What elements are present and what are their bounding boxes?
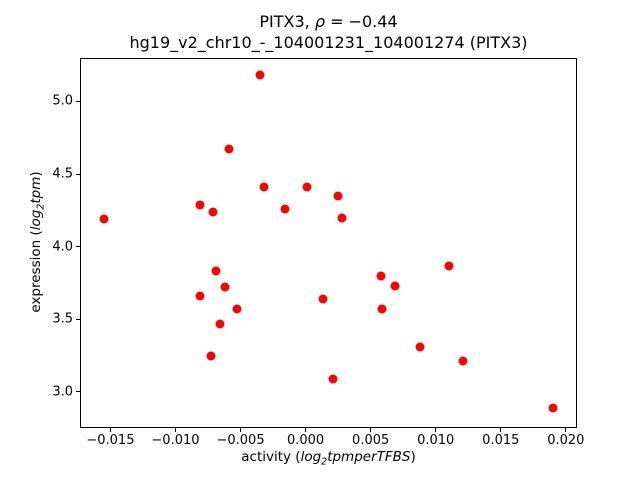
chart-title: PITX3, ρ = −0.44 hg19_v2_chr10_-_1040012… [80,11,577,53]
data-point [548,403,558,413]
y-axis-label: expression (log2tpm) [28,171,47,313]
y-tick-label: 3.0 [52,384,73,400]
data-point [376,271,386,281]
x-tick [435,428,437,432]
data-point [444,261,454,270]
y-tick [76,100,80,102]
data-point [328,374,338,384]
y-axis-label-sub: 2 [35,203,47,210]
x-axis-label-prefix: activity ( [241,449,301,465]
data-point [208,207,218,217]
chart-title-line1: PITX3, ρ = −0.44 [80,11,577,32]
data-point [259,182,269,192]
y-axis-label-prefix: expression ( [28,230,44,313]
data-point [206,351,216,361]
x-tick-label: 0.015 [482,433,520,448]
data-point [390,281,400,291]
y-axis-label-unit: tpm [28,176,44,204]
title-rho-value: = −0.44 [325,12,398,31]
x-tick-label: −0.015 [86,433,135,448]
data-point [232,304,242,314]
x-tick [500,428,502,432]
data-point [220,282,230,292]
x-tick [565,428,567,432]
data-point [415,342,425,352]
x-tick [174,428,176,432]
data-point [99,214,109,224]
data-point [211,266,221,276]
y-tick [76,391,80,393]
data-point [377,304,387,314]
data-point [333,191,343,201]
data-point [318,294,327,304]
y-tick [76,173,80,175]
x-tick [109,428,111,432]
data-point [458,356,468,366]
y-axis-label-suffix: ) [28,171,44,177]
title-rho-symbol: ρ [314,12,325,31]
y-tick-label: 3.5 [52,311,73,327]
data-point [224,144,234,154]
x-axis-label-sub: 2 [321,456,328,468]
data-point [280,204,290,214]
y-tick-label: 4.0 [52,239,73,255]
x-tick-label: 0.010 [417,433,455,448]
data-point [337,213,347,223]
x-tick [240,428,242,432]
x-axis-label-suffix: ) [410,449,416,465]
x-tick-label: 0.020 [547,433,585,448]
plot-area: −0.015 −0.010 −0.005 0.000 0.005 0.010 0.015 0.… [52,58,584,448]
x-tick-label: −0.010 [151,433,200,448]
x-tick [370,428,372,432]
data-point [215,319,225,329]
y-tick [76,318,80,320]
y-tick [76,246,80,248]
x-axis-label-log: log [300,449,322,465]
x-tick [305,428,307,432]
data-point [195,291,205,301]
x-tick-label: 0.005 [352,433,390,448]
data-point [255,70,265,80]
x-tick-label: 0.000 [286,433,325,448]
x-axis-label-unit: tpmperTFBS [327,449,411,465]
y-axis-label-log: log [28,209,44,231]
x-tick-label: −0.005 [216,433,265,448]
chart-subtitle: hg19_v2_chr10_-_104001231_104001274 (PIT… [129,33,528,52]
x-axis-label: activity (log2tpmperTFBS) [80,449,577,468]
data-point [302,182,312,192]
title-gene: PITX3, [259,12,315,31]
y-tick-label: 5.0 [52,93,73,109]
y-tick-label: 4.5 [52,166,73,182]
data-point [195,200,205,209]
